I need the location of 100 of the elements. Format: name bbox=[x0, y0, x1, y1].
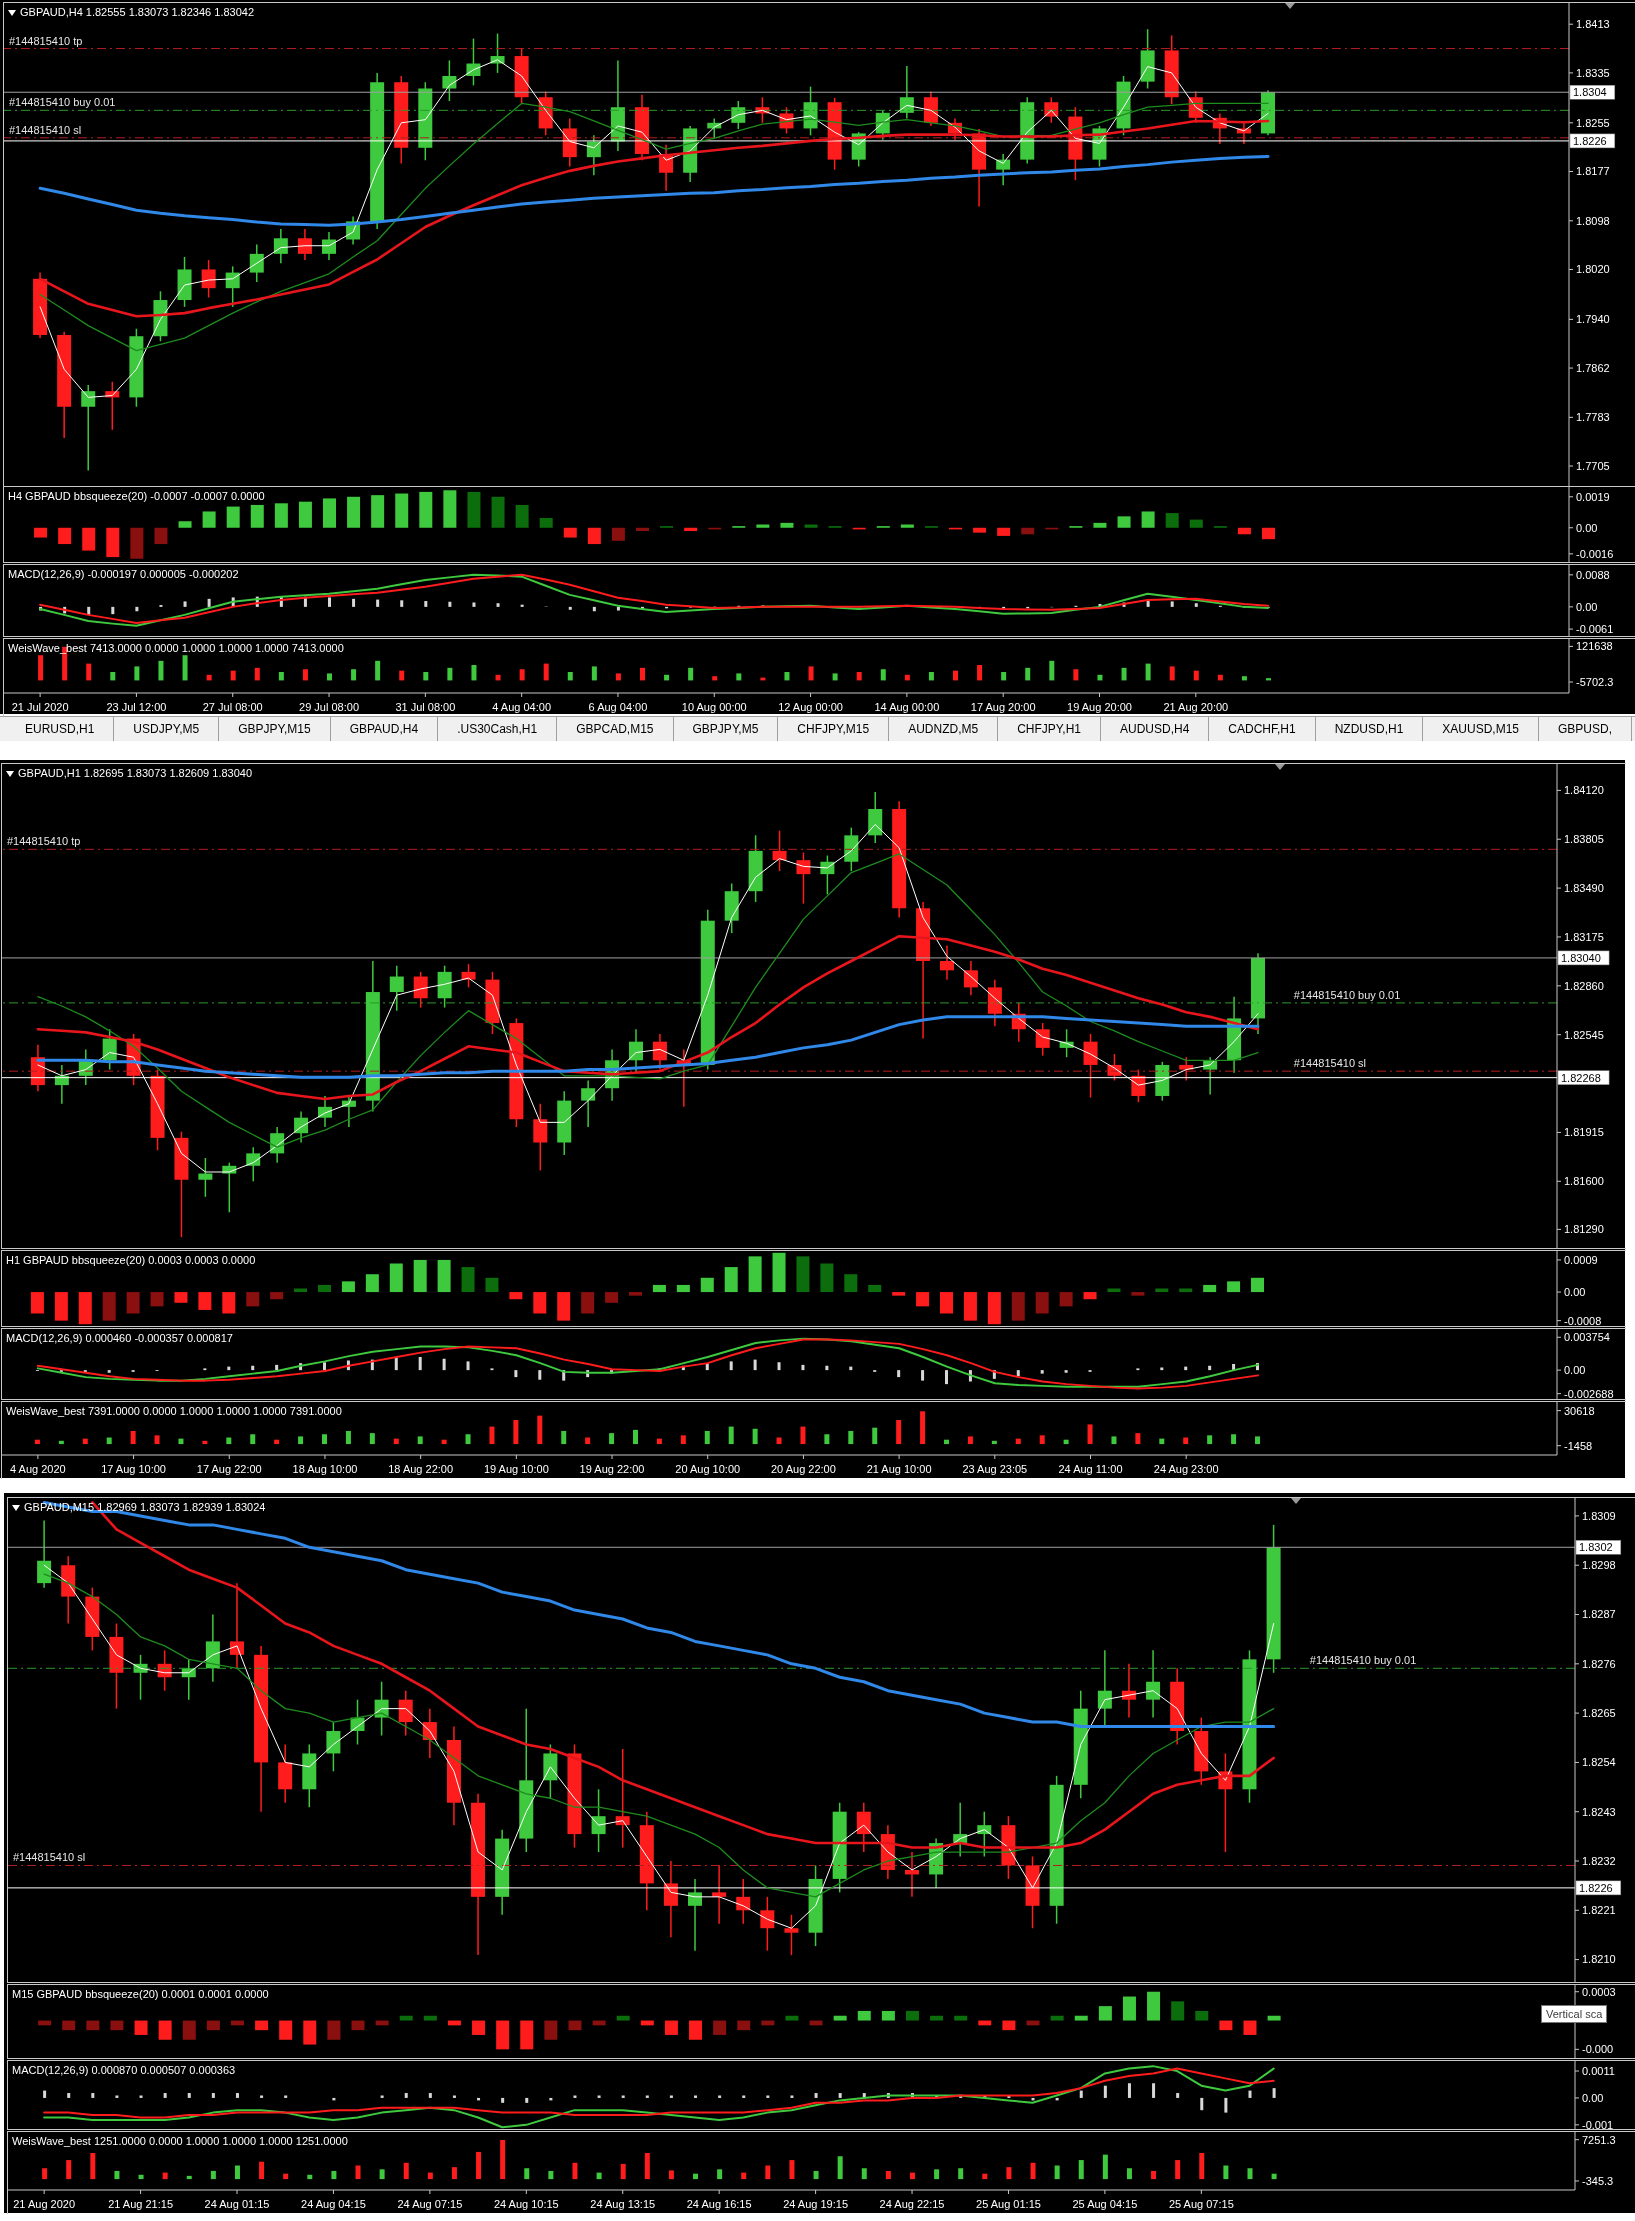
x-tick-label: 24 Aug 10:15 bbox=[493, 2197, 559, 2210]
chart-title: WeisWave_best 7391.0000 0.0000 1.0000 1.0000 1.0000 7391.0000 bbox=[6, 1405, 342, 1418]
y-tick-label: 1.8276 bbox=[1582, 1657, 1616, 1670]
y-tick-label: 1.7862 bbox=[1576, 361, 1610, 374]
y-tick-label: 0.0011 bbox=[1582, 2064, 1615, 2077]
x-tick-label: 23 Jul 12:00 bbox=[106, 700, 167, 713]
ref-line-label: 1.8304 bbox=[1573, 86, 1607, 99]
x-tick-label: 21 Aug 21:15 bbox=[108, 2197, 174, 2210]
y-tick-label: -5702.3 bbox=[1576, 675, 1614, 688]
x-tick-label: 24 Aug 13:15 bbox=[590, 2197, 656, 2210]
y-tick-label: 1.7705 bbox=[1576, 459, 1610, 472]
text: USDJPY,M5 bbox=[114, 717, 220, 741]
x-tick-label: 29 Jul 08:00 bbox=[299, 700, 360, 713]
chart-title: H4 GBPAUD bbsqueeze(20) -0.0007 -0.0007 0.0000 bbox=[8, 490, 265, 503]
x-tick-label: 21 Aug 2020 bbox=[13, 2197, 76, 2210]
y-tick-label: -0.0061 bbox=[1576, 622, 1614, 635]
text: AUDUSD,H4 bbox=[1100, 717, 1210, 741]
y-tick-label: 1.8309 bbox=[1582, 1509, 1616, 1522]
y-tick-label: 1.7940 bbox=[1576, 313, 1610, 326]
x-tick-label: 23 Aug 23:05 bbox=[962, 1462, 1028, 1475]
x-tick-label: 27 Jul 08:00 bbox=[202, 700, 263, 713]
text: GBPUSD, bbox=[1539, 717, 1633, 741]
chart-title: WeisWave_best 7413.0000 0.0000 1.0000 1.0000 1.0000 7413.0000 bbox=[8, 642, 344, 655]
x-tick-label: 17 Aug 20:00 bbox=[970, 700, 1036, 713]
y-tick-label: 1.82860 bbox=[1564, 979, 1604, 992]
y-tick-label: 1.8020 bbox=[1576, 263, 1610, 276]
x-tick-label: 24 Aug 22:15 bbox=[879, 2197, 945, 2210]
x-tick-label: 20 Aug 10:00 bbox=[675, 1462, 741, 1475]
text: .US30Cash,H1 bbox=[438, 717, 558, 741]
y-tick-label: 0.0088 bbox=[1576, 568, 1610, 581]
text: EURUSD,H1 bbox=[6, 717, 115, 741]
y-tick-label: 1.81915 bbox=[1564, 1126, 1604, 1139]
y-tick-label: -0.000 bbox=[1582, 2043, 1614, 2056]
y-tick-label: 0.00 bbox=[1564, 1285, 1586, 1298]
text: CHFJPY,H1 bbox=[998, 717, 1101, 741]
y-tick-label: 1.82545 bbox=[1564, 1028, 1604, 1041]
y-tick-label: 1.8255 bbox=[1576, 116, 1610, 129]
ref-line-label: #144815410 sl bbox=[1293, 1057, 1367, 1070]
x-tick-label: 10 Aug 00:00 bbox=[681, 700, 747, 713]
x-tick-label: 17 Aug 10:00 bbox=[101, 1462, 166, 1475]
y-tick-label: 1.8177 bbox=[1576, 165, 1610, 178]
x-tick-label: 19 Aug 20:00 bbox=[1067, 700, 1132, 713]
x-tick-label: 21 Jul 2020 bbox=[11, 700, 69, 713]
chart-title: GBPAUD,H4 1.82555 1.83073 1.82346 1.83042 bbox=[20, 6, 255, 19]
chart-title: MACD(12,26,9) 0.000870 0.000507 0.000363 bbox=[12, 2064, 236, 2077]
x-tick-label: 4 Aug 2020 bbox=[10, 1462, 66, 1475]
y-tick-label: 1.83490 bbox=[1564, 882, 1604, 895]
y-tick-label: -0.002688 bbox=[1564, 1387, 1614, 1400]
ref-line-label: #144815410 sl bbox=[13, 1851, 86, 1864]
y-tick-label: 0.0003 bbox=[1582, 1985, 1616, 1998]
y-tick-label: 7251.3 bbox=[1582, 2133, 1616, 2146]
text: CHFJPY,M15 bbox=[778, 717, 890, 741]
x-tick-label: 14 Aug 00:00 bbox=[874, 700, 940, 713]
y-tick-label: 0.00 bbox=[1582, 2091, 1604, 2104]
x-tick-label: 6 Aug 04:00 bbox=[588, 700, 648, 713]
x-tick-label: 21 Aug 20:00 bbox=[1163, 700, 1229, 713]
y-tick-label: -1458 bbox=[1564, 1439, 1593, 1452]
y-tick-label: -345.3 bbox=[1582, 2174, 1614, 2187]
y-tick-label: 1.84120 bbox=[1564, 784, 1604, 797]
y-tick-label: 1.8287 bbox=[1582, 1608, 1616, 1621]
ref-line-label: 1.8302 bbox=[1579, 1541, 1613, 1554]
text: GBPCAD,M15 bbox=[557, 717, 674, 741]
y-tick-label: 0.0019 bbox=[1576, 490, 1610, 503]
x-tick-label: 17 Aug 22:00 bbox=[196, 1462, 262, 1475]
text: GBPAUD,H4 bbox=[330, 717, 439, 741]
y-tick-label: 1.8254 bbox=[1582, 1756, 1616, 1769]
y-tick-label: 1.8098 bbox=[1576, 214, 1610, 227]
y-tick-label: 1.8298 bbox=[1582, 1559, 1616, 1572]
chart-title: WeisWave_best 1251.0000 0.0000 1.0000 1.0000 1.0000 1251.0000 bbox=[12, 2135, 348, 2148]
ref-line-label: 1.8226 bbox=[1579, 1881, 1613, 1894]
y-tick-label: 1.8232 bbox=[1582, 1854, 1616, 1867]
text: NZDUSD,H1 bbox=[1315, 717, 1424, 741]
x-tick-label: 18 Aug 22:00 bbox=[388, 1462, 454, 1475]
y-tick-label: 1.8335 bbox=[1576, 66, 1610, 79]
ref-line-label: 1.82268 bbox=[1561, 1071, 1601, 1084]
x-tick-label: 25 Aug 04:15 bbox=[1072, 2197, 1138, 2210]
chart-title: MACD(12,26,9) -0.000197 0.000005 -0.000202 bbox=[8, 568, 239, 581]
x-tick-label: 19 Aug 10:00 bbox=[483, 1462, 549, 1475]
ref-line-label: #144815410 sl bbox=[9, 123, 82, 136]
x-tick-label: 25 Aug 07:15 bbox=[1168, 2197, 1234, 2210]
y-tick-label: 1.7783 bbox=[1576, 411, 1610, 424]
x-tick-label: 21 Aug 10:00 bbox=[866, 1462, 932, 1475]
y-tick-label: 1.8221 bbox=[1582, 1904, 1616, 1917]
ref-line-label: #144815410 buy 0.01 bbox=[1293, 988, 1401, 1001]
x-tick-label: 25 Aug 01:15 bbox=[976, 2197, 1041, 2210]
annotation: Vertical sca bbox=[1541, 2005, 1608, 2023]
x-tick-label: 24 Aug 11:00 bbox=[1058, 1462, 1123, 1475]
text: XAUUSD,M15 bbox=[1423, 717, 1540, 741]
ref-line-label: #144815410 tp bbox=[7, 835, 81, 848]
y-tick-label: 0.00 bbox=[1564, 1364, 1586, 1377]
x-tick-label: 24 Aug 16:15 bbox=[686, 2197, 752, 2210]
chart-title: H1 GBPAUD bbsqueeze(20) 0.0003 0.0003 0.0000 bbox=[6, 1254, 256, 1267]
y-tick-label: 1.8243 bbox=[1582, 1805, 1616, 1818]
x-tick-label: 31 Jul 08:00 bbox=[395, 700, 456, 713]
x-tick-label: 24 Aug 23:00 bbox=[1153, 1462, 1219, 1475]
y-tick-label: 30618 bbox=[1564, 1404, 1595, 1417]
x-tick-label: 24 Aug 07:15 bbox=[397, 2197, 463, 2210]
chart-title: GBPAUD,H1 1.82695 1.83073 1.82609 1.83040 bbox=[18, 767, 253, 780]
y-tick-label: 121638 bbox=[1576, 640, 1613, 653]
x-tick-label: 24 Aug 04:15 bbox=[301, 2197, 366, 2210]
